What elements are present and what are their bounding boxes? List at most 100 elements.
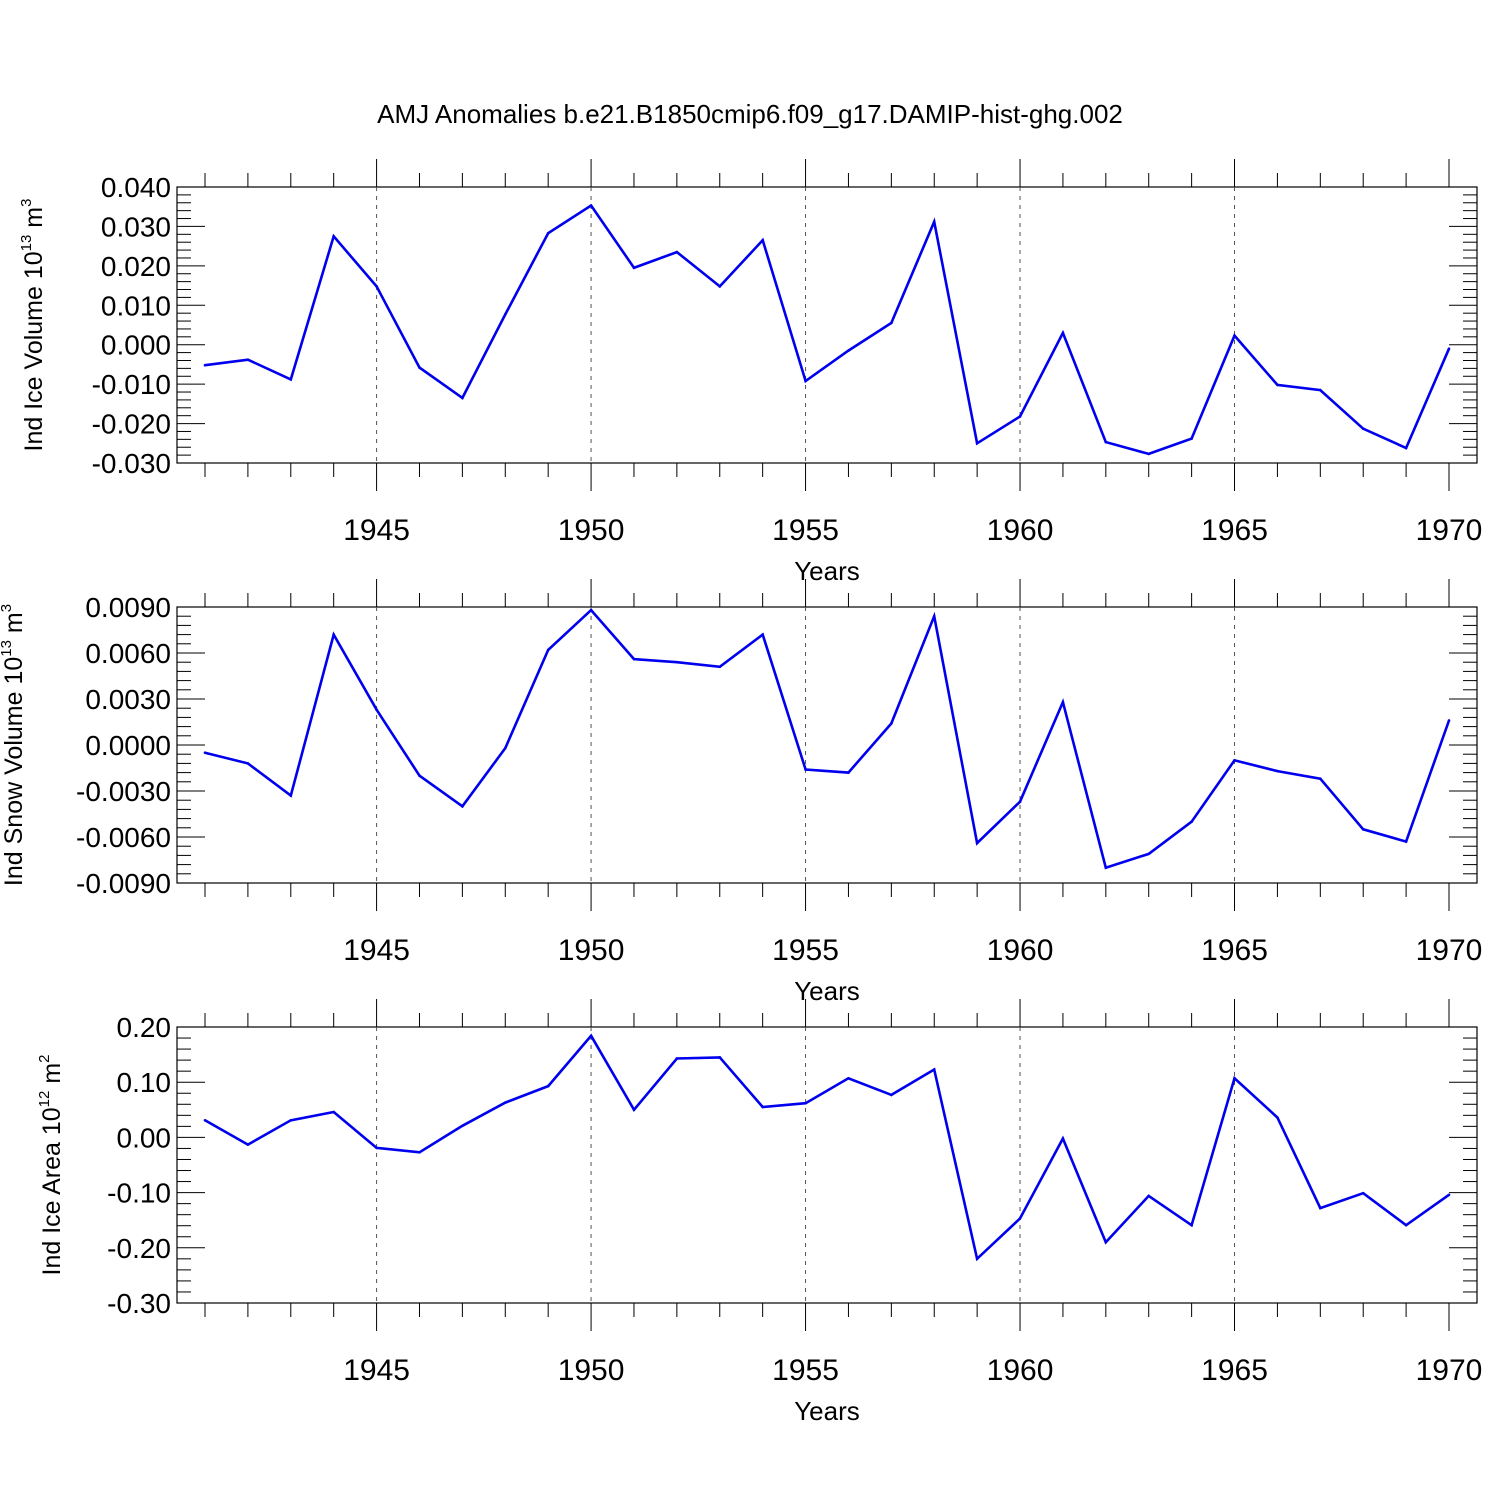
x-tick-label: 1970 <box>1416 1354 1483 1387</box>
data-point <box>1147 452 1151 456</box>
data-point <box>804 1101 807 1105</box>
data-point <box>1233 759 1236 762</box>
x-tick-label: 1950 <box>558 514 625 547</box>
x-tick-label: 1945 <box>343 1354 410 1387</box>
data-point <box>375 1146 378 1150</box>
data-point <box>589 608 593 612</box>
data-point <box>632 1108 636 1112</box>
x-tick-label: 1970 <box>1416 934 1483 967</box>
data-point <box>1276 383 1279 387</box>
series-line <box>204 203 1451 456</box>
x-tick-label: 1960 <box>987 934 1054 967</box>
data-point <box>203 363 207 367</box>
data-point <box>1061 331 1065 335</box>
data-point <box>1104 440 1108 444</box>
data-point <box>1018 800 1022 804</box>
y-axis-label: Ind Ice Volume 1013 m3 <box>18 199 48 452</box>
y-tick-label: -0.010 <box>92 369 171 400</box>
data-point <box>718 285 722 288</box>
x-tick-label: 1955 <box>772 934 839 967</box>
figure-title: AMJ Anomalies b.e21.B1850cmip6.f09_g17.D… <box>377 99 1123 129</box>
y-tick-label: 0.0060 <box>85 638 171 669</box>
data-point <box>1447 719 1451 722</box>
data-point <box>761 238 764 242</box>
data-point <box>932 614 936 618</box>
data-point <box>847 349 850 352</box>
data-point <box>461 805 464 808</box>
y-tick-label: -0.0030 <box>76 776 171 807</box>
data-point <box>1319 388 1322 392</box>
data-point <box>246 1143 250 1146</box>
y-tick-label: -0.10 <box>107 1178 171 1209</box>
data-point <box>804 768 807 771</box>
data-point <box>1276 1116 1279 1119</box>
data-point <box>890 1093 893 1097</box>
data-point <box>890 321 893 325</box>
data-point <box>1404 1223 1408 1227</box>
y-tick-label: 0.000 <box>101 330 171 361</box>
x-axis-label: Years <box>794 556 860 586</box>
data-point <box>1061 1137 1065 1140</box>
series-line <box>204 1033 1450 1262</box>
y-tick-label: -0.20 <box>107 1233 171 1264</box>
data-point <box>375 708 378 712</box>
data-point <box>546 1084 550 1088</box>
y-tick-label: 0.040 <box>101 172 171 203</box>
data-point <box>589 1034 593 1038</box>
data-point <box>890 722 893 725</box>
x-tick-label: 1955 <box>772 1354 839 1387</box>
y-tick-label: 0.0000 <box>85 730 171 761</box>
data-point <box>1447 1193 1451 1197</box>
data-point <box>761 633 764 636</box>
x-tick-label: 1955 <box>772 514 839 547</box>
data-point <box>546 648 550 652</box>
y-tick-label: -0.0090 <box>76 868 171 899</box>
y-axis-label: Ind Snow Volume 1013 m3 <box>0 604 28 886</box>
data-point <box>1361 828 1365 831</box>
plot-frame <box>176 186 1478 464</box>
data-point <box>847 1077 850 1080</box>
data-point <box>1104 1240 1108 1244</box>
y-tick-label: -0.30 <box>107 1288 171 1319</box>
plot-frame <box>176 1026 1478 1304</box>
x-tick-label: 1965 <box>1201 1354 1268 1387</box>
data-point <box>1190 1223 1193 1227</box>
y-tick-label: 0.0090 <box>85 592 171 623</box>
data-point <box>675 250 679 254</box>
y-tick-label: 0.020 <box>101 251 171 282</box>
data-point <box>289 794 293 797</box>
y-tick-label: -0.030 <box>92 448 171 479</box>
data-point <box>418 1151 421 1154</box>
data-point <box>461 396 464 400</box>
data-point <box>1447 347 1451 350</box>
data-point <box>203 751 207 754</box>
data-point <box>1319 1206 1322 1210</box>
data-point <box>332 1110 335 1114</box>
data-point <box>246 762 250 765</box>
y-tick-label: -0.020 <box>92 409 171 440</box>
x-axis-label: Years <box>794 976 860 1006</box>
data-point <box>418 366 421 369</box>
data-point <box>289 378 293 381</box>
data-point <box>1404 446 1408 450</box>
data-point <box>1061 700 1065 704</box>
data-point <box>589 204 593 207</box>
y-tick-label: 0.20 <box>117 1012 172 1043</box>
data-point <box>632 657 636 661</box>
data-point <box>1147 852 1151 856</box>
x-tick-label: 1965 <box>1201 934 1268 967</box>
data-point <box>1104 866 1108 869</box>
data-point <box>203 1118 207 1122</box>
data-point <box>932 220 936 223</box>
data-point <box>975 1257 979 1261</box>
panel-3: 1945 1950 1955 1960 1965 1970 Years 0.20 0.10 0.0… <box>36 999 1482 1426</box>
data-point <box>461 1124 464 1128</box>
data-point <box>1190 820 1193 823</box>
data-point <box>332 633 335 636</box>
data-point <box>761 1105 764 1109</box>
x-tick-label: 1960 <box>987 514 1054 547</box>
x-tick-label: 1945 <box>343 514 410 547</box>
y-tick-label: 0.10 <box>117 1067 172 1098</box>
data-point <box>975 441 979 445</box>
data-point <box>1319 777 1322 781</box>
